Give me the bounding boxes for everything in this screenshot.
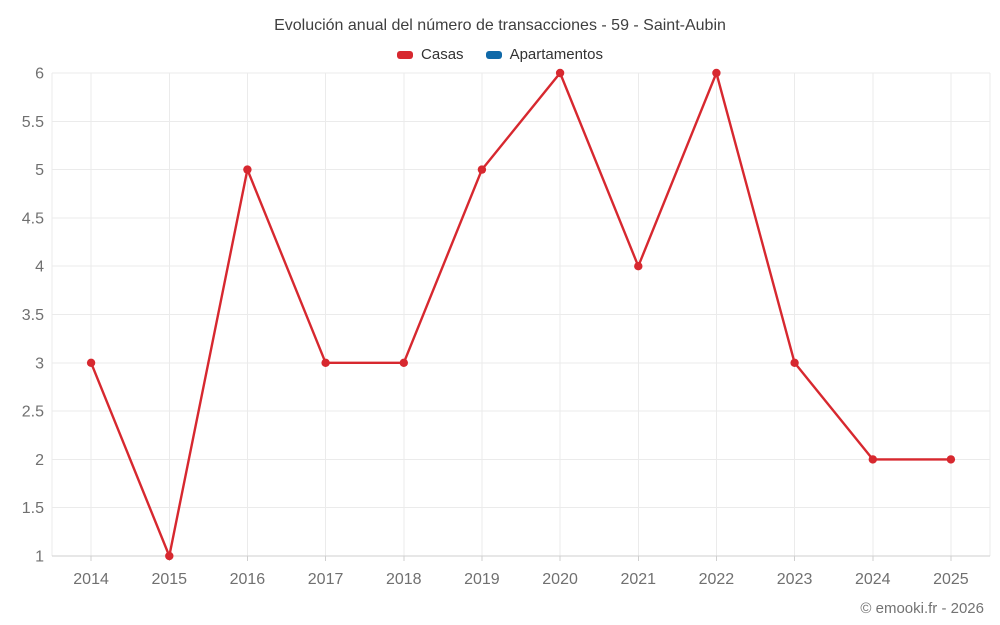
legend-item-casas[interactable]: Casas: [397, 46, 464, 63]
y-axis-label: 6: [35, 66, 44, 83]
x-axis-label: 2020: [542, 571, 578, 588]
legend-item-apartamentos[interactable]: Apartamentos: [485, 46, 603, 63]
y-axis-label: 3: [35, 355, 44, 372]
y-axis-label: 5: [35, 162, 44, 179]
y-axis-label: 4.5: [22, 210, 44, 227]
grid-layer: [51, 72, 991, 556]
x-axis-label: 2025: [933, 571, 969, 588]
y-axis-label: 3.5: [22, 307, 44, 324]
legend-label-casas: Casas: [421, 46, 464, 63]
y-axis-label: 2.5: [22, 404, 44, 421]
data-point-casas[interactable]: [555, 68, 565, 78]
x-axis-label: 2019: [464, 571, 500, 588]
data-point-casas[interactable]: [165, 551, 174, 561]
data-point-casas[interactable]: [946, 455, 956, 464]
y-axis-label: 4: [35, 259, 44, 276]
legend-swatch-casas: [397, 50, 414, 59]
data-point-casas[interactable]: [321, 358, 330, 367]
series-line-casas: [89, 71, 953, 558]
data-point-casas[interactable]: [634, 262, 643, 271]
legend-swatch-apartamentos: [485, 50, 502, 59]
x-axis-label: 2015: [151, 571, 187, 588]
x-axis-label: 2016: [230, 571, 266, 588]
legend: Casas Apartamentos: [0, 46, 1000, 63]
x-axis-label: 2022: [699, 571, 735, 588]
credit-text: © emooki.fr - 2026: [860, 600, 984, 617]
data-point-casas[interactable]: [712, 68, 721, 78]
x-axis-label: 2021: [620, 571, 656, 588]
y-axis-label: 1.5: [22, 500, 44, 517]
series-layer: [86, 68, 956, 561]
x-axis-label: 2024: [855, 571, 891, 588]
data-point-casas[interactable]: [868, 455, 877, 464]
x-axis-label: 2014: [73, 571, 109, 588]
x-axis-label: 2018: [386, 571, 422, 588]
data-point-casas[interactable]: [399, 358, 408, 367]
x-axis-label: 2023: [777, 571, 813, 588]
chart-title: Evolución anual del número de transaccio…: [274, 17, 726, 34]
legend-label-apartamentos: Apartamentos: [509, 46, 603, 63]
data-point-casas[interactable]: [243, 165, 252, 174]
y-axis-label: 1: [35, 549, 44, 566]
data-point-casas[interactable]: [86, 358, 96, 367]
data-point-casas[interactable]: [477, 165, 487, 174]
label-layer: 1 1.5 2 2.5 3 3.5 4 4.5 5 5.5 6 2014 2015 2016 2017 201…: [22, 66, 969, 589]
y-axis-label: 5.5: [22, 114, 44, 131]
x-axis-label: 2017: [308, 571, 344, 588]
axis-layer: [52, 555, 990, 561]
y-axis-label: 2: [35, 452, 44, 469]
data-point-casas[interactable]: [790, 358, 799, 367]
